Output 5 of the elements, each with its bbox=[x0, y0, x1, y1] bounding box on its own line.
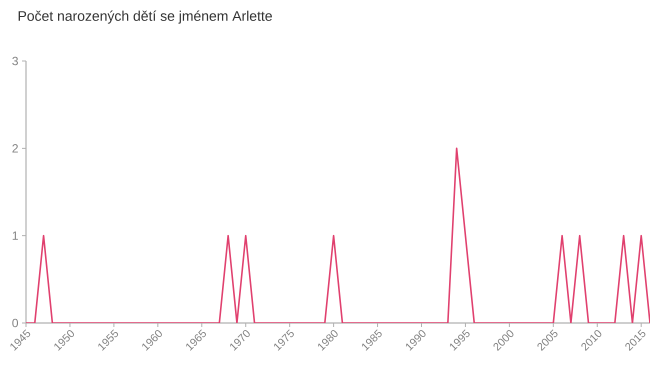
chart-title: Počet narozených dětí se jménem Arlette bbox=[18, 10, 272, 24]
y-tick-label: 0 bbox=[12, 318, 18, 328]
y-tick-label: 3 bbox=[12, 56, 18, 66]
y-tick-label: 1 bbox=[12, 232, 18, 240]
y-tick-label: 2 bbox=[12, 144, 18, 153]
